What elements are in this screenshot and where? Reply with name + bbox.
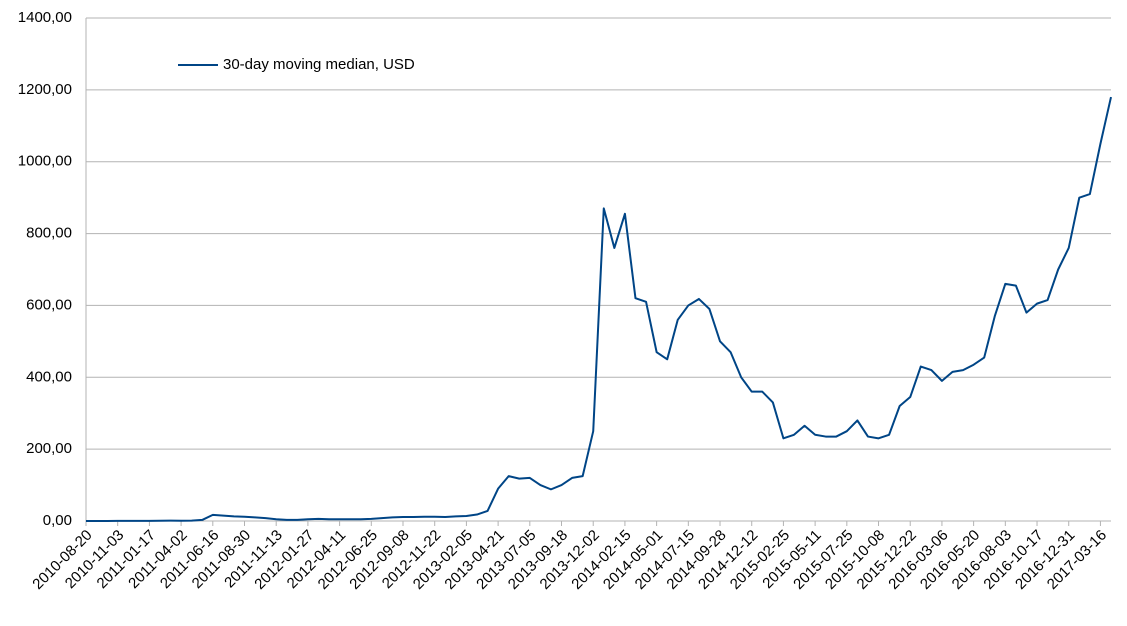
y-tick-label: 600,00 [26,296,72,313]
y-tick-label: 1400,00 [18,9,72,26]
line-series [86,96,1112,522]
y-tick-label: 400,00 [26,368,72,385]
y-tick-label: 200,00 [26,440,72,457]
y-tick-label: 1000,00 [18,153,72,170]
legend-label: 30-day moving median, USD [223,56,415,73]
y-tick-label: 800,00 [26,225,72,242]
y-tick-label: 0,00 [43,512,72,529]
y-tick-label: 1200,00 [18,81,72,98]
